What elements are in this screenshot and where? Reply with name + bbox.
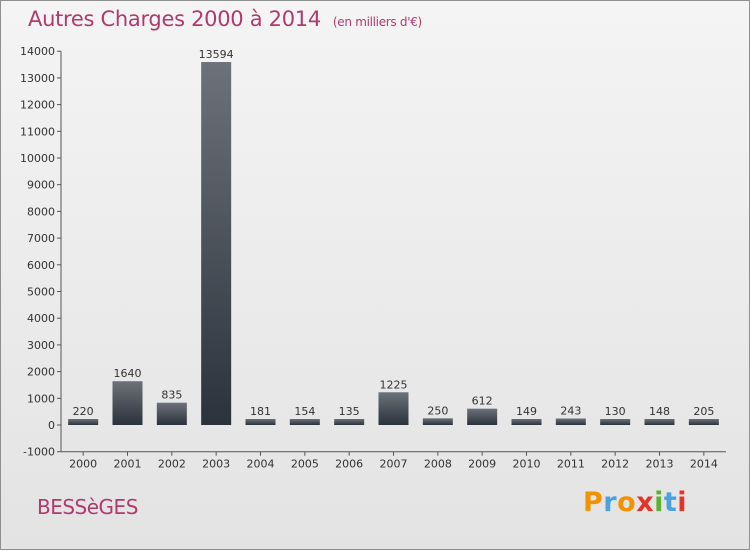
y-tick-label: 6000 <box>27 259 55 272</box>
bar <box>644 419 675 425</box>
bar <box>511 419 542 425</box>
x-tick-label: 2006 <box>335 458 363 471</box>
bar-value-label: 612 <box>472 395 493 408</box>
bar-value-label: 243 <box>560 405 581 418</box>
bar-value-label: 149 <box>516 405 537 418</box>
x-tick-label: 2005 <box>291 458 319 471</box>
bar-value-label: 835 <box>161 389 182 402</box>
x-tick-label: 2000 <box>69 458 97 471</box>
bar <box>688 419 719 425</box>
chart-title: Autres Charges 2000 à 2014 (en milliers d… <box>28 7 422 31</box>
x-tick-label: 2007 <box>380 458 408 471</box>
x-tick-label: 2008 <box>424 458 452 471</box>
y-tick-label: 8000 <box>27 205 55 218</box>
logo-letter: i <box>654 487 664 518</box>
logo-letter: t <box>663 487 678 518</box>
y-tick-label: -1000 <box>23 446 55 459</box>
data-labels: 220 1640 835 13594 181 154 135 1225 250 612 149 243… <box>73 48 715 418</box>
y-tick-label: 2000 <box>27 366 55 379</box>
x-tick-label: 2014 <box>690 458 718 471</box>
y-tick-label: 13000 <box>20 72 55 85</box>
x-tick-label: 2004 <box>247 458 275 471</box>
logo-letter: r <box>603 487 618 518</box>
bar <box>600 419 631 425</box>
x-tick-label: 2010 <box>513 458 541 471</box>
bar-value-label: 1225 <box>380 378 408 391</box>
bar-value-label: 181 <box>250 405 271 418</box>
bar <box>289 419 320 425</box>
bar <box>555 418 586 425</box>
logo-letter: o <box>617 487 637 518</box>
x-tick-label: 2003 <box>202 458 230 471</box>
y-tick-label: 10000 <box>20 152 55 165</box>
proxiti-logo: Proxiti <box>583 487 687 518</box>
x-tick-label: 2009 <box>468 458 496 471</box>
logo-letter: P <box>583 487 604 518</box>
bar <box>245 419 276 425</box>
bars <box>68 62 719 426</box>
bar <box>112 381 143 425</box>
axes: -1000 0 1000 2000 3000 4000 5000 6000 7000 8000 90… <box>20 45 726 471</box>
bar-value-label: 205 <box>693 405 714 418</box>
bar <box>378 392 409 425</box>
x-tick-label: 2013 <box>646 458 674 471</box>
logo-letter: x <box>636 487 655 518</box>
y-tick-label: 7000 <box>27 232 55 245</box>
bar-value-label: 148 <box>649 405 670 418</box>
bar-value-label: 154 <box>294 405 315 418</box>
unit-note: (en milliers d'€) <box>332 15 422 29</box>
bar-value-label: 13594 <box>199 48 234 61</box>
y-tick-label: 4000 <box>27 312 55 325</box>
bar <box>201 62 232 426</box>
y-tick-label: 9000 <box>27 179 55 192</box>
y-tick-label: 12000 <box>20 99 55 112</box>
bar-value-label: 220 <box>73 405 94 418</box>
bar-value-label: 130 <box>605 405 626 418</box>
x-tick-label: 2001 <box>114 458 142 471</box>
bar <box>334 419 365 425</box>
y-tick-label: 0 <box>48 419 55 432</box>
title-text: Autres Charges 2000 à 2014 <box>28 7 321 31</box>
bar-value-label: 135 <box>339 405 360 418</box>
x-tick-label: 2002 <box>158 458 186 471</box>
y-tick-label: 3000 <box>27 339 55 352</box>
y-tick-label: 5000 <box>27 286 55 299</box>
bar <box>467 408 498 425</box>
commune-name: BESSèGES <box>37 495 138 519</box>
bar-value-label: 250 <box>427 404 448 417</box>
y-tick-label: 14000 <box>20 45 55 58</box>
bar-value-label: 1640 <box>114 367 142 380</box>
bar <box>422 418 453 425</box>
y-tick-label: 1000 <box>27 392 55 405</box>
bar <box>156 402 187 425</box>
bar <box>68 419 99 425</box>
x-tick-label: 2011 <box>557 458 585 471</box>
x-tick-label: 2012 <box>601 458 629 471</box>
y-tick-label: 11000 <box>20 125 55 138</box>
logo-letter: i <box>677 487 688 518</box>
